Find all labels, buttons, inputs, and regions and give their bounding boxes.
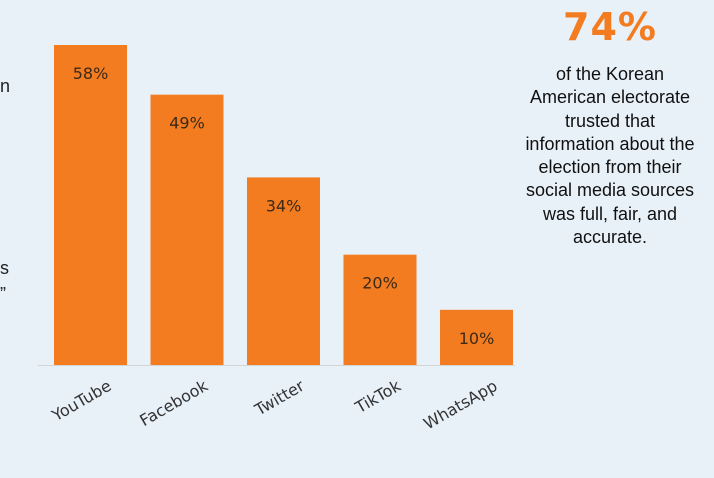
bar-value-label: 20% xyxy=(362,274,398,293)
callout-stat: 74% xyxy=(563,5,657,49)
edge-fragment: s xyxy=(0,258,9,278)
bar-value-label: 49% xyxy=(169,114,205,133)
bar-value-label: 34% xyxy=(266,196,302,215)
bar-youtube xyxy=(54,45,127,365)
x-tick-label: Twitter xyxy=(251,376,308,420)
edge-fragment: n xyxy=(0,76,11,96)
bar-value-label: 58% xyxy=(73,64,109,83)
bar-whatsapp xyxy=(440,309,513,365)
callout-panel: 74% of the Korean American electorate tr… xyxy=(520,0,700,478)
bar-chart: 58% YouTube 49% Facebook 34% Twitter 20% TikTok… xyxy=(38,45,515,433)
edge-fragment: ” xyxy=(0,284,6,304)
bar-value-label: 10% xyxy=(459,329,495,348)
x-tick-label: Facebook xyxy=(136,376,211,430)
bar-tiktok xyxy=(343,254,417,365)
bar-facebook xyxy=(150,94,224,365)
x-tick-label: TikTok xyxy=(351,376,405,418)
x-tick-label: WhatsApp xyxy=(420,376,500,433)
x-tick-label: YouTube xyxy=(48,376,115,425)
bar-twitter xyxy=(247,177,320,365)
callout-text: of the Korean American electorate truste… xyxy=(525,64,695,248)
